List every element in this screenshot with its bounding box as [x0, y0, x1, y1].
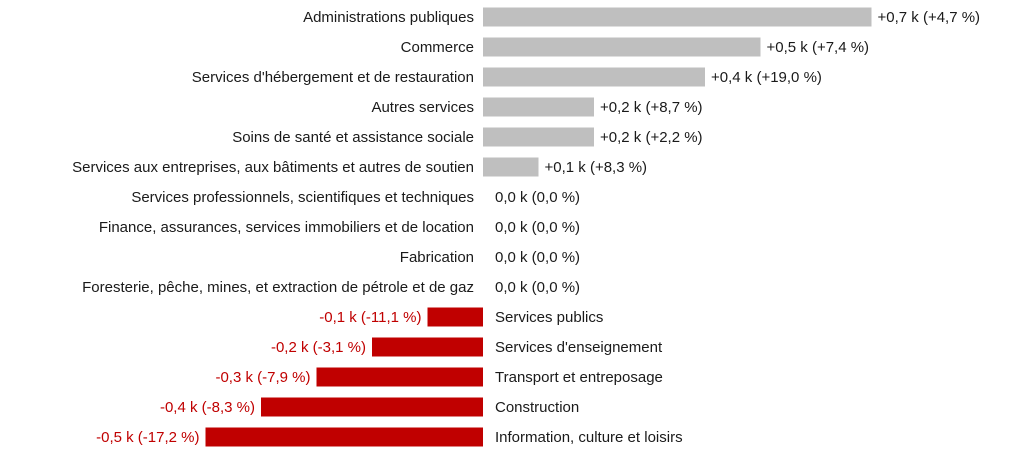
bars-layer: [205, 7, 872, 447]
category-label: Services aux entreprises, aux bâtiments …: [72, 159, 474, 176]
value-label: +0,5 k (+7,4 %): [767, 39, 870, 56]
category-label: Foresterie, pêche, mines, et extraction …: [82, 279, 474, 296]
value-label: 0,0 k (0,0 %): [495, 189, 580, 206]
category-label: Services professionnels, scientifiques e…: [131, 189, 474, 206]
category-label: Soins de santé et assistance sociale: [232, 129, 474, 146]
bar-row-4: [483, 127, 594, 147]
category-label: Transport et entreposage: [495, 369, 663, 386]
value-label: -0,4 k (-8,3 %): [160, 399, 255, 416]
bar-row-1: [483, 37, 761, 57]
category-label: Information, culture et loisirs: [495, 429, 683, 446]
labels-layer: Administrations publiques +0,7 k (+4,7 %)…: [72, 9, 980, 446]
category-label: Administrations publiques: [303, 9, 474, 26]
category-label: Construction: [495, 399, 579, 416]
value-label: +0,7 k (+4,7 %): [878, 9, 981, 26]
value-label: -0,3 k (-7,9 %): [215, 369, 310, 386]
category-label: Services d'enseignement: [495, 339, 663, 356]
value-label: 0,0 k (0,0 %): [495, 219, 580, 236]
value-label: +0,2 k (+2,2 %): [600, 129, 703, 146]
bar-row-12: [316, 367, 483, 387]
value-label: +0,4 k (+19,0 %): [711, 69, 822, 86]
value-label: -0,5 k (-17,2 %): [96, 429, 199, 446]
bar-row-3: [483, 97, 594, 117]
value-label: 0,0 k (0,0 %): [495, 249, 580, 266]
value-label: +0,1 k (+8,3 %): [545, 159, 648, 176]
category-label: Fabrication: [400, 249, 474, 266]
bar-row-11: [372, 337, 483, 357]
value-label: 0,0 k (0,0 %): [495, 279, 580, 296]
category-label: Autres services: [371, 99, 474, 116]
category-label: Finance, assurances, services immobilier…: [99, 219, 474, 236]
value-label: -0,2 k (-3,1 %): [271, 339, 366, 356]
bar-row-14: [205, 427, 483, 447]
bar-row-0: [483, 7, 872, 27]
bar-row-2: [483, 67, 705, 87]
value-label: +0,2 k (+8,7 %): [600, 99, 703, 116]
bar-row-13: [261, 397, 483, 417]
category-label: Services publics: [495, 309, 603, 326]
bar-row-10: [427, 307, 483, 327]
bar-row-5: [483, 157, 539, 177]
category-label: Services d'hébergement et de restauratio…: [192, 69, 474, 86]
category-label: Commerce: [401, 39, 474, 56]
value-label: -0,1 k (-11,1 %): [319, 309, 421, 326]
